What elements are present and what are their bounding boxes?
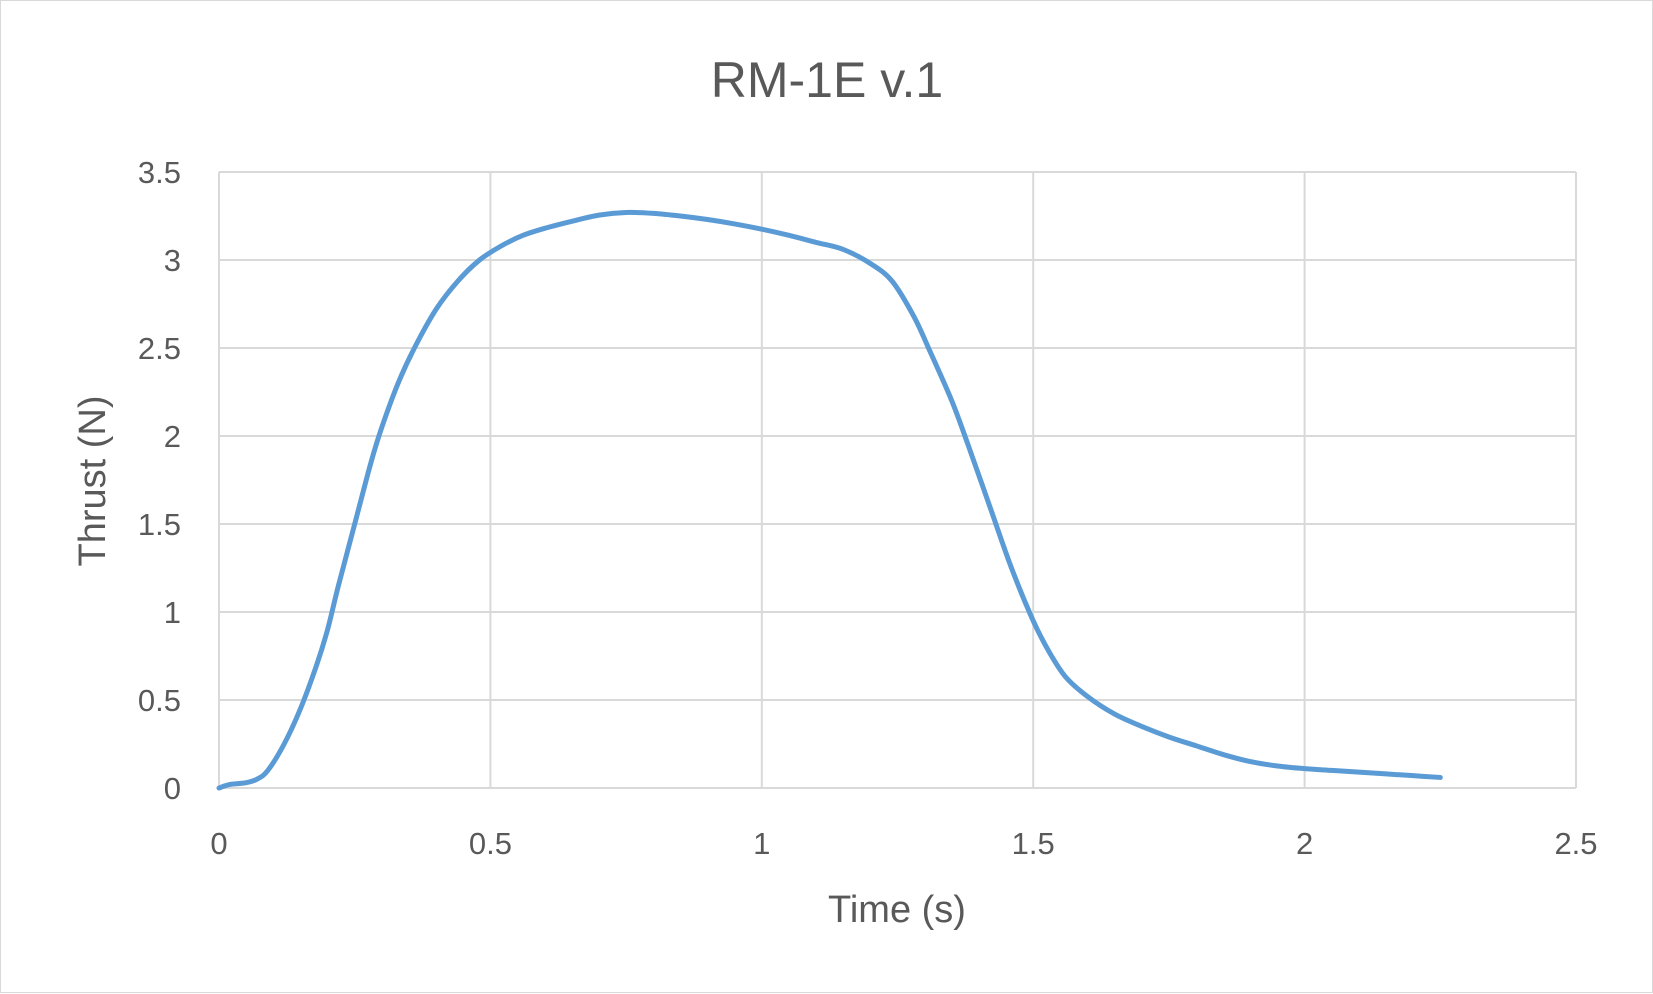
y-tick-label: 3.5 [138, 155, 181, 190]
x-axis-tick-labels: 0 0.5 1 1.5 2 2.5 [210, 826, 1597, 861]
y-tick-label: 0 [164, 771, 181, 806]
x-axis-title: Time (s) [828, 889, 966, 931]
x-tick-label: 1 [753, 826, 770, 861]
chart-title: RM-1E v.1 [711, 52, 943, 108]
y-axis-title: Thrust (N) [72, 396, 114, 567]
gridlines [218, 171, 1577, 789]
x-tick-label: 0.5 [469, 826, 512, 861]
y-tick-label: 1.5 [138, 507, 181, 542]
y-tick-label: 1 [164, 595, 181, 630]
y-axis-tick-labels: 0 0.5 1 1.5 2 2.5 3 3.5 [138, 155, 181, 806]
y-tick-label: 2 [164, 419, 181, 454]
x-tick-label: 1.5 [1012, 826, 1055, 861]
x-tick-label: 2 [1296, 826, 1313, 861]
x-tick-label: 2.5 [1554, 826, 1597, 861]
series-layer [216, 209, 1443, 791]
x-tick-label: 0 [210, 826, 227, 861]
y-tick-label: 2.5 [138, 331, 181, 366]
thrust-series-line [216, 209, 1443, 791]
y-tick-label: 3 [164, 243, 181, 278]
y-tick-label: 0.5 [138, 683, 181, 718]
